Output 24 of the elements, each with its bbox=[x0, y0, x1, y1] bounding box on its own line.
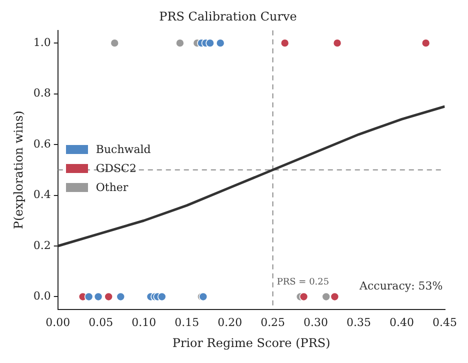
x-tick-label: 0.05 bbox=[88, 316, 114, 329]
x-tick-label: 0.00 bbox=[46, 316, 70, 329]
x-axis-title: Prior Regime Score (PRS) bbox=[172, 336, 330, 350]
y-tick-label: 1.0 bbox=[33, 36, 51, 49]
x-tick-label: 0.10 bbox=[132, 316, 156, 329]
x-tick-label: 0.45 bbox=[432, 316, 458, 329]
x-tick-label: 0.40 bbox=[390, 316, 414, 329]
x-tick-label: 0.15 bbox=[174, 316, 200, 329]
x-tick-label: 0.20 bbox=[218, 316, 242, 329]
ref-line-label: PRS = 0.25 bbox=[276, 277, 330, 288]
legend-label: Other bbox=[96, 180, 128, 194]
annotation: Accuracy: 53% bbox=[358, 279, 443, 292]
y-axis-title: P(exploration wins) bbox=[11, 110, 26, 230]
x-tick-label: 0.35 bbox=[346, 316, 372, 329]
y-tick-label: 0.6 bbox=[33, 137, 51, 150]
x-tick-label: 0.30 bbox=[304, 316, 328, 329]
y-tick-label: 0.8 bbox=[33, 86, 51, 100]
legend-label: GDSC2 bbox=[96, 162, 136, 175]
x-tick-label: 0.25 bbox=[260, 316, 286, 329]
legend-label: Buchwald bbox=[96, 142, 151, 156]
y-tick-label: 0.4 bbox=[33, 188, 51, 202]
y-tick-label: 0.2 bbox=[33, 238, 51, 252]
y-tick-label: 0.0 bbox=[33, 290, 51, 303]
chart-title: PRS Calibration Curve bbox=[159, 9, 297, 24]
